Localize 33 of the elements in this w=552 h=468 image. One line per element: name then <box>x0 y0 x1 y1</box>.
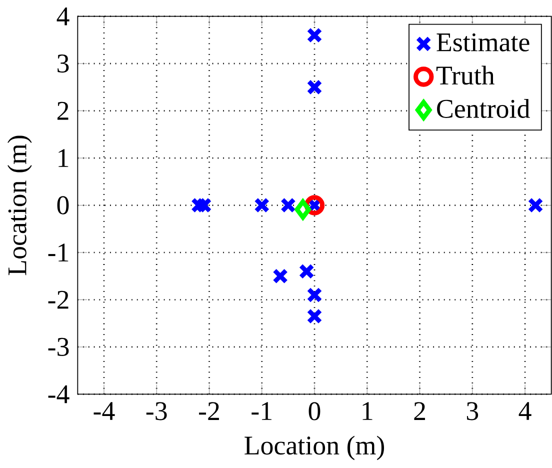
point <box>298 264 314 280</box>
x-tick-label: 2 <box>414 402 425 420</box>
x-tick-label: 4 <box>518 402 532 420</box>
x-tick-label: -4 <box>94 402 115 420</box>
y-tick-label: -2 <box>48 291 68 309</box>
y-tick-label: 2 <box>57 102 68 120</box>
legend-label: Centroid <box>437 99 530 118</box>
point <box>280 198 296 214</box>
legend-label: Truth <box>436 66 494 85</box>
point <box>294 200 312 220</box>
x-tick-label: -1 <box>252 402 272 420</box>
y-tick-label: 3 <box>58 54 69 73</box>
point <box>306 80 322 96</box>
x-tick-label: -2 <box>199 402 219 420</box>
point <box>272 268 288 284</box>
x-tick-label: 3 <box>466 402 478 420</box>
point <box>528 198 544 214</box>
y-tick-label: -3 <box>48 338 69 356</box>
y-tick-label: -1 <box>48 244 68 262</box>
y-axis-title: Location (m) <box>7 136 32 276</box>
x-tick-label: 1 <box>362 402 372 420</box>
x-tick-label: 0 <box>308 402 320 420</box>
point <box>306 308 322 324</box>
point <box>254 198 270 214</box>
y-tick-label: -4 <box>48 386 70 404</box>
y-tick-label: 4 <box>56 8 70 26</box>
legend-label: Estimate <box>436 34 530 52</box>
point <box>306 287 322 304</box>
point <box>306 28 322 44</box>
y-tick-label: 1 <box>58 149 68 168</box>
x-tick-label: -3 <box>146 402 167 420</box>
x-axis-title: Location (m) <box>244 436 384 460</box>
y-tick-label: 0 <box>57 196 69 215</box>
